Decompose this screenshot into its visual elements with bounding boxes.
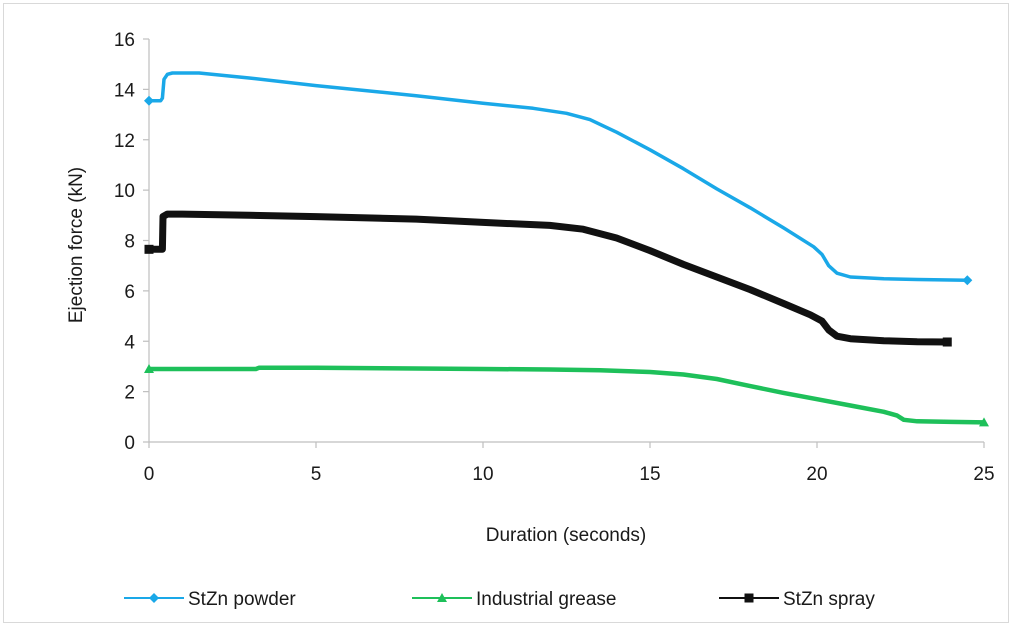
y-tick-label: 14 xyxy=(114,80,136,101)
legend-label: StZn spray xyxy=(783,589,875,610)
y-tick-label: 6 xyxy=(124,282,135,303)
y-tick-label: 0 xyxy=(124,433,135,454)
legend-label: Industrial grease xyxy=(476,589,616,610)
series-line xyxy=(149,71,968,283)
series-line xyxy=(149,210,948,346)
y-tick-label: 10 xyxy=(114,181,135,202)
y-tick-label: 8 xyxy=(124,232,135,253)
series-marker xyxy=(962,275,973,286)
series-marker xyxy=(942,337,952,347)
series-industrial-grease xyxy=(144,363,989,427)
legend-entry: Industrial grease xyxy=(412,589,616,610)
series-marker xyxy=(144,95,154,106)
series-marker xyxy=(979,417,989,427)
series-lines xyxy=(144,71,989,427)
y-tick-label: 12 xyxy=(114,131,135,152)
y-axis-title: Ejection force (kN) xyxy=(66,167,87,323)
series-marker xyxy=(144,363,154,373)
legend: StZn powder Industrial grease StZn spray xyxy=(124,589,875,610)
x-tick-label: 15 xyxy=(639,464,660,485)
x-tick-label: 0 xyxy=(144,464,155,485)
x-axis: 0 5 10 15 20 25 xyxy=(144,441,995,485)
series-stzn-spray xyxy=(144,210,952,347)
series-marker xyxy=(437,593,447,602)
legend-entry: StZn spray xyxy=(719,589,875,610)
x-axis-title: Duration (seconds) xyxy=(486,525,647,546)
series-marker xyxy=(149,593,159,603)
legend-label: StZn powder xyxy=(188,589,296,610)
ejection-force-chart: 0 2 4 6 8 10 12 14 16 0 5 10 15 20 25 Ejection force … xyxy=(66,30,995,610)
y-tick-label: 2 xyxy=(124,383,135,404)
chart-frame: 0 2 4 6 8 10 12 14 16 0 5 10 15 20 25 Ejection force … xyxy=(3,3,1009,623)
y-tick-label: 16 xyxy=(114,30,135,51)
x-tick-label: 20 xyxy=(806,464,827,485)
x-tick-label: 10 xyxy=(472,464,493,485)
y-tick-label: 4 xyxy=(124,332,135,353)
x-tick-label: 5 xyxy=(311,464,322,485)
y-axis: 0 2 4 6 8 10 12 14 16 xyxy=(114,30,150,454)
series-marker xyxy=(144,244,154,254)
series-line xyxy=(149,365,985,425)
series-stzn-powder xyxy=(144,71,973,286)
series-marker xyxy=(744,593,754,603)
legend-entry: StZn powder xyxy=(124,589,296,610)
x-tick-label: 25 xyxy=(973,464,994,485)
